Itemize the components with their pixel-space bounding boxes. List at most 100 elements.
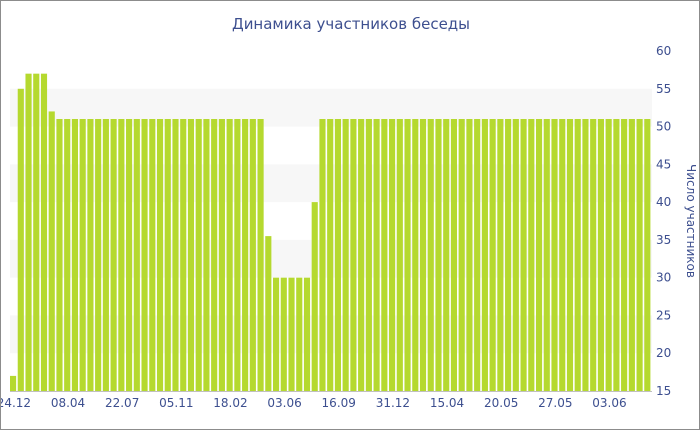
bar: [319, 119, 326, 391]
y-tick-label: 40: [656, 195, 671, 209]
x-tick-label: 15.04: [430, 396, 464, 410]
bar: [412, 119, 419, 391]
bar: [427, 119, 434, 391]
bar: [597, 119, 604, 391]
bar: [489, 119, 496, 391]
bar: [435, 119, 442, 391]
bar: [71, 119, 79, 391]
bar: [218, 119, 225, 391]
bar: [535, 119, 543, 391]
bar: [195, 119, 202, 391]
bar: [87, 119, 94, 391]
bar: [249, 119, 256, 391]
y-tick-label: 50: [656, 120, 671, 134]
bar: [350, 119, 357, 391]
bar: [613, 119, 620, 391]
bar: [497, 119, 504, 391]
bar: [180, 119, 187, 391]
bar: [334, 119, 341, 391]
bar: [381, 119, 388, 391]
x-tick-labels: 24.12 08.04 22.07 05.11 18.02 03.06 16.09 31.12…: [1, 396, 627, 410]
bar: [644, 119, 651, 391]
y-tick-label: 60: [656, 44, 671, 58]
bar: [621, 119, 628, 391]
bar: [559, 119, 566, 391]
bar: [373, 119, 380, 391]
bar: [133, 119, 140, 391]
bar: [79, 119, 86, 391]
bar: [605, 119, 612, 391]
bar: [528, 119, 535, 391]
bar: [474, 119, 481, 391]
bar: [389, 119, 396, 391]
bar: [543, 119, 550, 391]
x-tick-label: 05.11: [159, 396, 193, 410]
bar: [164, 119, 171, 391]
bar: [226, 119, 233, 391]
bar: [404, 119, 411, 391]
y-tick-labels: 15 20 25 30 35 40 45 50 55 60: [656, 44, 671, 398]
bar: [443, 119, 450, 391]
bar: [481, 119, 488, 391]
x-tick-label: 22.07: [105, 396, 139, 410]
bar: [272, 277, 280, 391]
bar: [203, 119, 210, 391]
bar: [342, 119, 349, 391]
y-tick-label: 25: [656, 308, 671, 322]
bar: [118, 119, 125, 391]
bar: [458, 119, 465, 391]
bars: [10, 73, 651, 392]
bar: [10, 375, 17, 391]
bar: [311, 202, 318, 391]
y-tick-label: 35: [656, 233, 671, 247]
x-tick-label: 03.06: [592, 396, 626, 410]
bar: [396, 119, 403, 391]
y-tick-label: 20: [656, 346, 671, 360]
bar: [187, 119, 195, 391]
bar: [257, 119, 264, 391]
bar: [512, 119, 519, 391]
x-tick-label: 08.04: [51, 396, 85, 410]
bar: [102, 119, 109, 391]
bar: [40, 73, 48, 392]
x-tick-label: 27.05: [538, 396, 572, 410]
x-tick-label: 16.09: [322, 396, 356, 410]
bar: [466, 119, 473, 391]
bar: [211, 119, 218, 391]
bar: [48, 111, 55, 391]
bar: [419, 119, 427, 391]
y-axis-label: Число участников: [684, 164, 698, 278]
bar: [149, 119, 156, 391]
bar: [296, 277, 303, 391]
bar: [628, 119, 635, 391]
y-tick-label: 15: [656, 384, 671, 398]
bar: [172, 119, 179, 391]
bar: [327, 119, 334, 391]
bar: [234, 119, 241, 391]
bar: [25, 73, 32, 392]
y-tick-label: 30: [656, 271, 671, 285]
chart-title: Динамика участников беседы: [232, 15, 470, 33]
bar: [358, 119, 365, 391]
x-tick-label: 03.06: [267, 396, 301, 410]
bar: [242, 119, 249, 391]
bar: [64, 119, 71, 391]
bar: [505, 119, 512, 391]
bar: [265, 236, 272, 391]
y-tick-label: 45: [656, 157, 671, 171]
bar: [288, 277, 295, 391]
bar: [141, 119, 148, 391]
bar: [450, 119, 458, 391]
x-tick-label: 20.05: [484, 396, 518, 410]
bar: [33, 73, 40, 392]
bar: [156, 119, 164, 391]
bar: [365, 119, 372, 391]
bar: [636, 119, 643, 391]
x-tick-label: 24.12: [1, 396, 31, 410]
x-tick-label: 18.02: [213, 396, 247, 410]
x-tick-label: 31.12: [376, 396, 410, 410]
bar: [590, 119, 597, 391]
bar: [110, 119, 117, 391]
